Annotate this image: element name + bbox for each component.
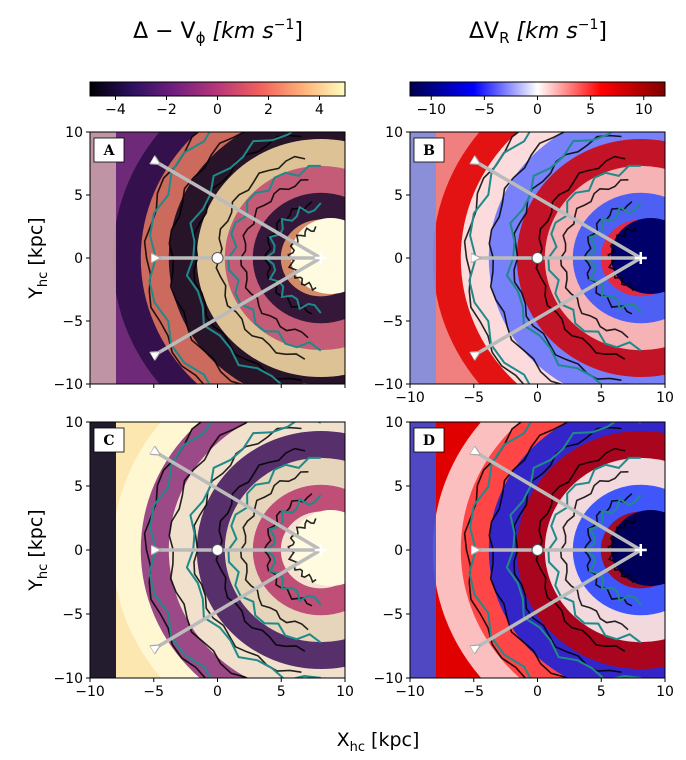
left-colorbar-bar — [89, 81, 346, 97]
y-tick-label: −5 — [382, 314, 403, 330]
panel-label: B — [423, 143, 435, 159]
left-colorbar-title: Δ − Vϕ [km s−1] — [133, 17, 303, 47]
right-colorbar-tick-label: 0 — [533, 102, 542, 118]
sun-marker — [211, 544, 224, 556]
y-tick-label: 10 — [65, 125, 83, 141]
heatmap-edge — [90, 422, 116, 678]
heatmap-edge — [410, 132, 436, 384]
y-tick-label: −10 — [373, 671, 403, 687]
y-tick-label: −10 — [373, 377, 403, 393]
x-tick-label: −10 — [395, 684, 425, 700]
right-colorbar-bar — [409, 81, 666, 97]
y-tick-label: 0 — [74, 543, 83, 559]
y-tick-label: 0 — [394, 543, 403, 559]
x-tick-label: 0 — [213, 684, 222, 700]
y-tick-label: 5 — [74, 479, 83, 495]
panel-label: D — [423, 433, 435, 449]
density-contour — [143, 422, 207, 678]
x-tick-label: 5 — [277, 684, 286, 700]
y-tick-label: −5 — [62, 314, 83, 330]
panel-label: C — [103, 433, 114, 449]
left-colorbar-tick-label: −4 — [105, 102, 126, 118]
y-tick-label: −5 — [62, 607, 83, 623]
left-colorbar-tick-label: −2 — [156, 102, 177, 118]
right-colorbar: −10 −5 0 5 10 — [409, 81, 666, 118]
x-tick-label: −5 — [463, 390, 484, 406]
x-axis-label: Xhc [kpc] — [337, 729, 420, 755]
right-colorbar-tick-label: −10 — [416, 102, 446, 118]
density-contour — [463, 422, 527, 678]
x-tick-label: 5 — [597, 684, 606, 700]
y-tick-label: −10 — [53, 377, 83, 393]
right-colorbar-tick-label: 10 — [635, 102, 653, 118]
heatmap-edge — [410, 422, 436, 678]
y-tick-label: 0 — [394, 251, 403, 267]
right-colorbar-tick-label: −5 — [474, 102, 495, 118]
x-tick-label: 0 — [533, 684, 542, 700]
y-tick-label: 5 — [394, 188, 403, 204]
galactic-center-marker — [634, 544, 647, 556]
sun-marker — [531, 544, 544, 556]
sightline-arrow — [159, 256, 322, 353]
x-tick-label: 10 — [336, 684, 354, 700]
y-tick-label: 5 — [394, 479, 403, 495]
y-tick-label: 10 — [385, 125, 403, 141]
panel-c: C −10 −5 0 5 10 −10 −5 0 5 10 — [53, 415, 354, 700]
y-tick-label: −5 — [382, 607, 403, 623]
x-tick-label: −5 — [463, 684, 484, 700]
left-colorbar: −4 −2 0 2 4 — [89, 81, 346, 118]
sightline-arrow — [479, 548, 642, 646]
sightline-arrow — [479, 454, 642, 552]
density-contour — [463, 132, 525, 384]
sightline-arrow — [479, 164, 642, 260]
y-tick-label: 5 — [74, 188, 83, 204]
x-tick-label: −10 — [395, 390, 425, 406]
panel-label-box — [93, 427, 125, 453]
left-colorbar-tick-label: 2 — [264, 102, 273, 118]
density-contour — [143, 132, 205, 384]
left-colorbar-tick-label: 4 — [315, 102, 324, 118]
galactic-center-marker — [634, 252, 647, 264]
sun-marker — [531, 252, 544, 264]
sightline-arrow — [159, 454, 322, 552]
y-tick-label: −10 — [53, 671, 83, 687]
heatmap-edge — [90, 132, 116, 384]
x-tick-label: 5 — [597, 390, 606, 406]
x-tick-label: 10 — [656, 390, 674, 406]
panel-d: D −10 −5 0 5 10 −10 −5 0 5 10 — [373, 415, 674, 700]
y-axis-label-top: Yhc [kpc] — [25, 217, 51, 299]
left-colorbar-tick-label: 0 — [213, 102, 222, 118]
sun-marker — [211, 252, 224, 264]
x-tick-label: −5 — [143, 684, 164, 700]
x-tick-label: 0 — [533, 390, 542, 406]
y-tick-label: 10 — [385, 415, 403, 431]
galactic-center-marker — [314, 252, 327, 264]
galactic-center-marker — [314, 544, 327, 556]
y-tick-label: 0 — [74, 251, 83, 267]
x-tick-label: 10 — [656, 684, 674, 700]
sightline-arrow — [159, 548, 322, 646]
y-axis-label-bottom: Yhc [kpc] — [25, 509, 51, 591]
heatmap-core — [290, 510, 345, 586]
panel-a: A −10 −5 0 5 10 — [53, 125, 346, 393]
y-tick-label: 10 — [65, 415, 83, 431]
right-colorbar-tick-label: 5 — [586, 102, 595, 118]
heatmap-core — [290, 218, 345, 294]
panel-b: B −10 −5 0 5 10 −10 −5 0 5 10 — [373, 125, 674, 406]
panel-label-box — [93, 137, 125, 163]
sightline-arrow — [479, 256, 642, 353]
panel-label-box — [413, 137, 445, 163]
x-tick-label: −10 — [75, 684, 105, 700]
panel-label: A — [103, 143, 116, 159]
right-colorbar-title: ΔVR [km s−1] — [469, 17, 607, 47]
sightline-arrow — [159, 164, 322, 260]
panel-label-box — [413, 427, 445, 453]
